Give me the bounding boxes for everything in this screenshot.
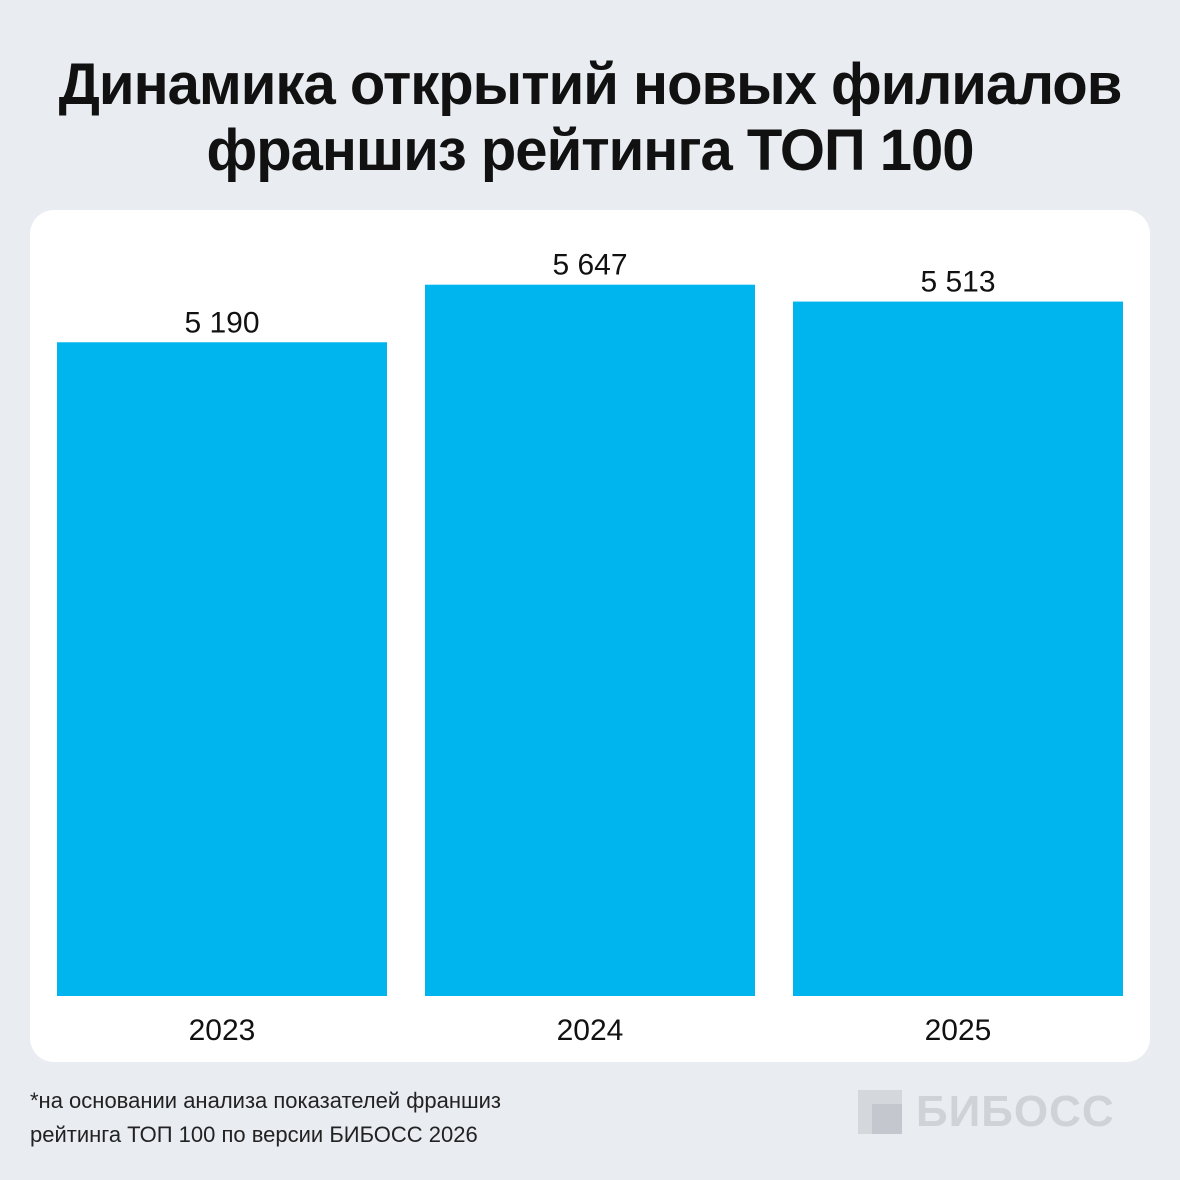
brand-logo-text: БИБОСС [916, 1087, 1115, 1136]
x-tick-label-2024: 2024 [557, 1014, 624, 1047]
brand-logo-icon [858, 1090, 902, 1134]
footnote-line-1: *на основании анализа показателей франши… [30, 1088, 502, 1113]
x-tick-label-2025: 2025 [925, 1014, 992, 1047]
bar-2025 [793, 301, 1123, 996]
bar-chart: 5 190 2023 5 647 2024 5 513 2025 [57, 249, 1123, 1047]
brand-logo: БИБОСС [858, 1090, 1115, 1134]
data-label-2023: 5 190 [184, 306, 259, 339]
data-label-2024: 5 647 [552, 249, 627, 282]
chart-title: Динамика открытий новых филиалов франшиз… [0, 52, 1180, 184]
data-label-2025: 5 513 [920, 266, 995, 299]
bar-2023 [57, 342, 387, 996]
footnote-line-2: рейтинга ТОП 100 по версии БИБОСС 2026 [30, 1122, 478, 1147]
chart-title-line-1: Динамика открытий новых филиалов [58, 52, 1123, 117]
chart-card: 5 190 2023 5 647 2024 5 513 2025 [30, 210, 1150, 1062]
chart-title-line-2: франшиз рейтинга ТОП 100 [206, 118, 974, 183]
footnote: *на основании анализа показателей франши… [30, 1084, 501, 1152]
x-tick-label-2023: 2023 [189, 1014, 256, 1047]
bar-2024 [425, 284, 755, 996]
